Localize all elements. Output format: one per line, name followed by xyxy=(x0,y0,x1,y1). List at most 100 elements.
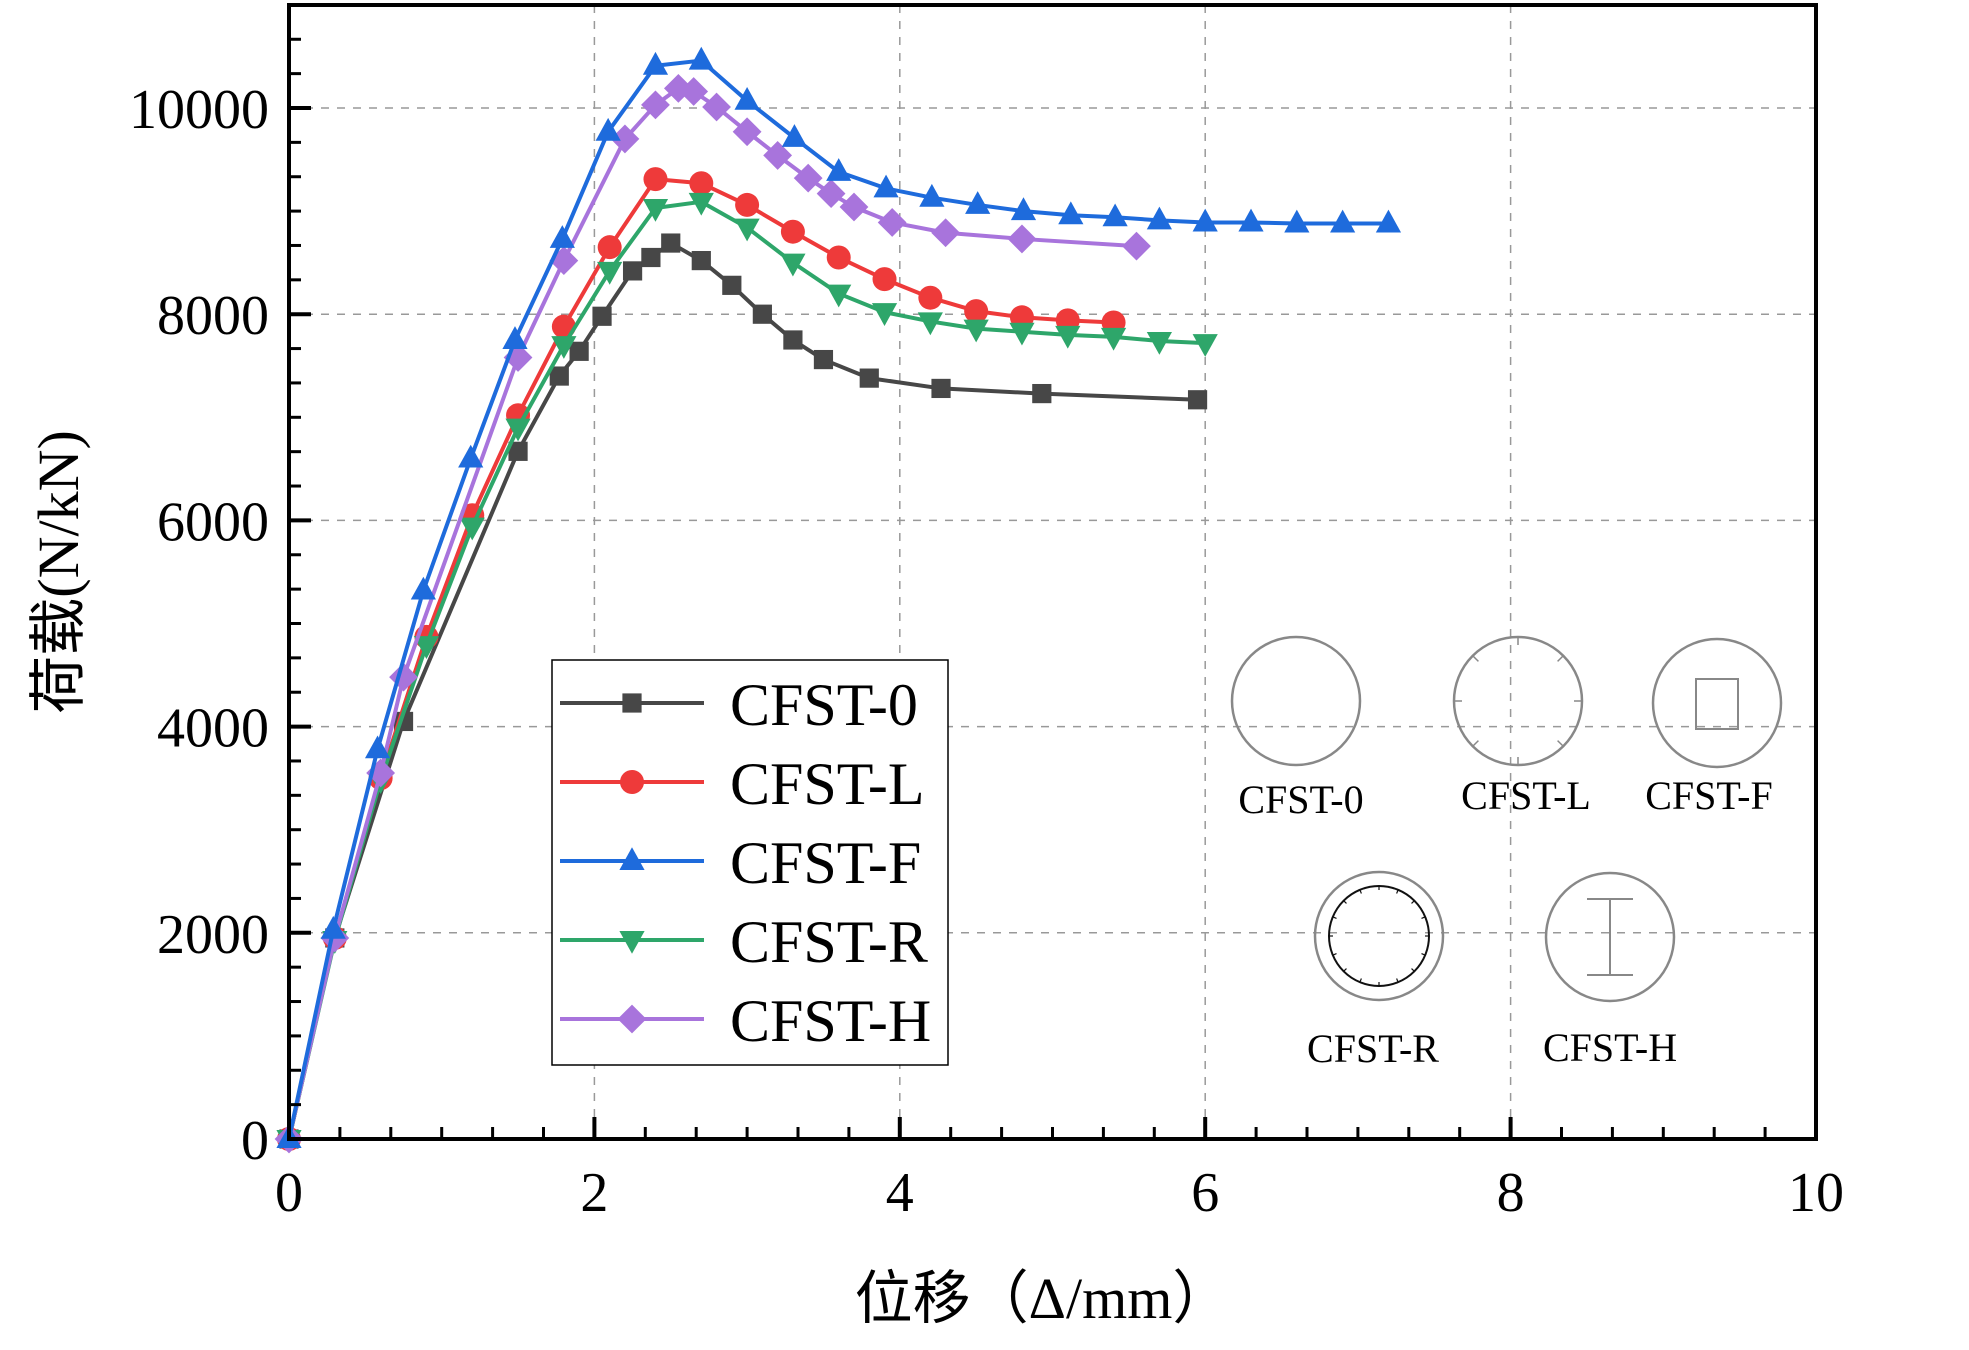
legend-marker-icon xyxy=(620,770,644,794)
x-tick-label: 4 xyxy=(886,1162,914,1224)
data-point xyxy=(1192,208,1218,232)
legend-item-cfst-h: CFST-H xyxy=(560,988,931,1054)
legend: CFST-0 CFST-L CFST-F CFST-R CFST-H xyxy=(551,659,949,1066)
data-point xyxy=(502,326,528,349)
data-point xyxy=(458,444,484,468)
y-tick-label: 10000 xyxy=(129,79,269,141)
data-point xyxy=(752,304,772,324)
data-point xyxy=(610,124,640,154)
data-point xyxy=(1007,224,1037,254)
legend-marker-icon xyxy=(619,847,645,870)
data-point xyxy=(597,235,622,260)
data-point xyxy=(364,735,391,759)
data-point xyxy=(813,349,834,370)
data-point xyxy=(1238,208,1264,232)
data-point xyxy=(688,192,714,216)
inset-label-cfst-l: CFST-L xyxy=(1461,773,1591,818)
data-point xyxy=(661,233,681,253)
data-point xyxy=(734,86,760,110)
series-cfst-f xyxy=(276,46,1402,1148)
inset-section-cfst-r: CFST-R xyxy=(1307,870,1445,1071)
data-point xyxy=(702,92,731,122)
data-point xyxy=(505,418,531,442)
data-point xyxy=(1146,332,1172,355)
y-tick-label: 0 xyxy=(241,1110,269,1172)
cross-section-inset: CFST-0 CFST-L CFST-F CFST-R xyxy=(1230,635,1783,1071)
legend-marker-icon xyxy=(622,693,642,713)
data-point xyxy=(873,174,899,198)
data-point xyxy=(508,441,528,461)
inset-label-cfst-0: CFST-0 xyxy=(1238,777,1363,822)
y-tick-label: 2000 xyxy=(157,904,269,966)
data-point xyxy=(622,261,643,281)
data-point xyxy=(410,576,436,600)
data-point xyxy=(1010,197,1037,221)
data-point xyxy=(793,163,823,193)
data-point xyxy=(780,253,806,277)
legend-item-cfst-l: CFST-L xyxy=(560,751,925,817)
data-point xyxy=(783,330,803,350)
data-point xyxy=(735,192,760,217)
inset-label-cfst-r: CFST-R xyxy=(1307,1026,1439,1071)
series-layer xyxy=(274,46,1402,1154)
data-point xyxy=(641,90,670,120)
x-tick-label: 2 xyxy=(580,1162,608,1224)
plot-frame xyxy=(287,3,1818,1141)
data-point xyxy=(734,218,760,242)
data-point xyxy=(919,183,945,207)
legend-item-cfst-0: CFST-0 xyxy=(560,672,918,738)
data-point xyxy=(688,46,714,70)
data-point xyxy=(965,191,991,214)
data-point xyxy=(826,245,851,270)
y-axis-label: 荷载(N/kN) xyxy=(26,430,91,714)
data-point xyxy=(918,285,943,310)
data-point xyxy=(877,208,907,237)
y-tick-label: 8000 xyxy=(157,285,269,347)
data-point xyxy=(872,267,897,292)
plain-circle-section-icon xyxy=(1230,635,1362,767)
inset-label-cfst-h: CFST-H xyxy=(1543,1025,1677,1070)
data-point xyxy=(549,225,575,248)
data-point xyxy=(1102,203,1128,227)
data-point xyxy=(1055,325,1081,349)
data-point xyxy=(1100,327,1127,351)
inset-section-cfst-l: CFST-L xyxy=(1452,635,1591,818)
y-tick-label: 4000 xyxy=(157,698,269,760)
data-point xyxy=(592,306,612,326)
legend-label: CFST-0 xyxy=(730,672,918,738)
data-point xyxy=(871,303,898,326)
data-point xyxy=(1187,390,1208,410)
circle-with-longitudinal-ribs-section-icon xyxy=(1452,635,1584,767)
grid-lines xyxy=(289,5,1816,1139)
data-point xyxy=(551,336,577,359)
x-tick-label: 10 xyxy=(1788,1162,1844,1224)
data-point xyxy=(597,261,623,285)
series-cfst-h xyxy=(274,74,1151,1154)
data-point xyxy=(1032,383,1052,404)
circle-with-square-tube-section-icon xyxy=(1651,637,1783,769)
data-point xyxy=(1192,334,1218,357)
inset-label-cfst-f: CFST-F xyxy=(1645,773,1773,818)
inset-section-cfst-f: CFST-F xyxy=(1645,637,1783,818)
data-point xyxy=(732,117,762,147)
data-point xyxy=(931,378,951,399)
data-point xyxy=(689,171,714,196)
data-point xyxy=(722,275,742,295)
data-point xyxy=(1284,209,1310,233)
data-point xyxy=(917,312,943,336)
legend-label: CFST-R xyxy=(730,909,928,975)
data-point xyxy=(569,341,589,361)
double-circle-with-ring-bars-section-icon xyxy=(1313,870,1445,1002)
data-point xyxy=(781,124,808,147)
legend-label: CFST-L xyxy=(730,751,925,817)
data-point xyxy=(1375,209,1402,233)
data-point xyxy=(963,319,989,343)
data-point xyxy=(964,299,989,324)
inset-section-cfst-h: CFST-H xyxy=(1543,871,1677,1070)
legend-label: CFST-F xyxy=(730,830,921,896)
data-point xyxy=(826,284,852,308)
inset-section-cfst-0: CFST-0 xyxy=(1230,635,1364,822)
data-point xyxy=(1146,206,1172,230)
data-point xyxy=(1122,231,1151,261)
